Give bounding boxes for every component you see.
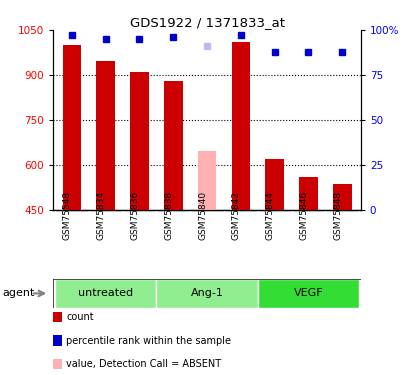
Text: GSM75836: GSM75836: [130, 191, 139, 240]
Bar: [265, 159, 283, 210]
Text: GSM75842: GSM75842: [231, 191, 240, 240]
Text: VEGF: VEGF: [293, 288, 322, 298]
Bar: [63, 45, 81, 210]
Text: GSM75844: GSM75844: [265, 191, 274, 240]
Text: count: count: [66, 312, 94, 322]
Bar: [332, 184, 351, 210]
Text: GSM75548: GSM75548: [63, 191, 72, 240]
Text: GSM75834: GSM75834: [97, 191, 106, 240]
Text: Ang-1: Ang-1: [190, 288, 223, 298]
Text: agent: agent: [2, 288, 34, 298]
Text: percentile rank within the sample: percentile rank within the sample: [66, 336, 231, 345]
Title: GDS1922 / 1371833_at: GDS1922 / 1371833_at: [129, 16, 284, 29]
Text: GSM75838: GSM75838: [164, 191, 173, 240]
Bar: [164, 81, 182, 210]
Bar: [231, 42, 249, 210]
Bar: [130, 72, 148, 210]
Text: untreated: untreated: [78, 288, 133, 298]
Text: GSM75846: GSM75846: [299, 191, 308, 240]
Text: GSM75848: GSM75848: [333, 191, 342, 240]
Bar: [197, 152, 216, 210]
Text: value, Detection Call = ABSENT: value, Detection Call = ABSENT: [66, 359, 221, 369]
Bar: [257, 279, 358, 308]
Bar: [55, 279, 156, 308]
Text: GSM75840: GSM75840: [198, 191, 207, 240]
Bar: [156, 279, 257, 308]
Bar: [299, 177, 317, 210]
Bar: [96, 62, 115, 210]
